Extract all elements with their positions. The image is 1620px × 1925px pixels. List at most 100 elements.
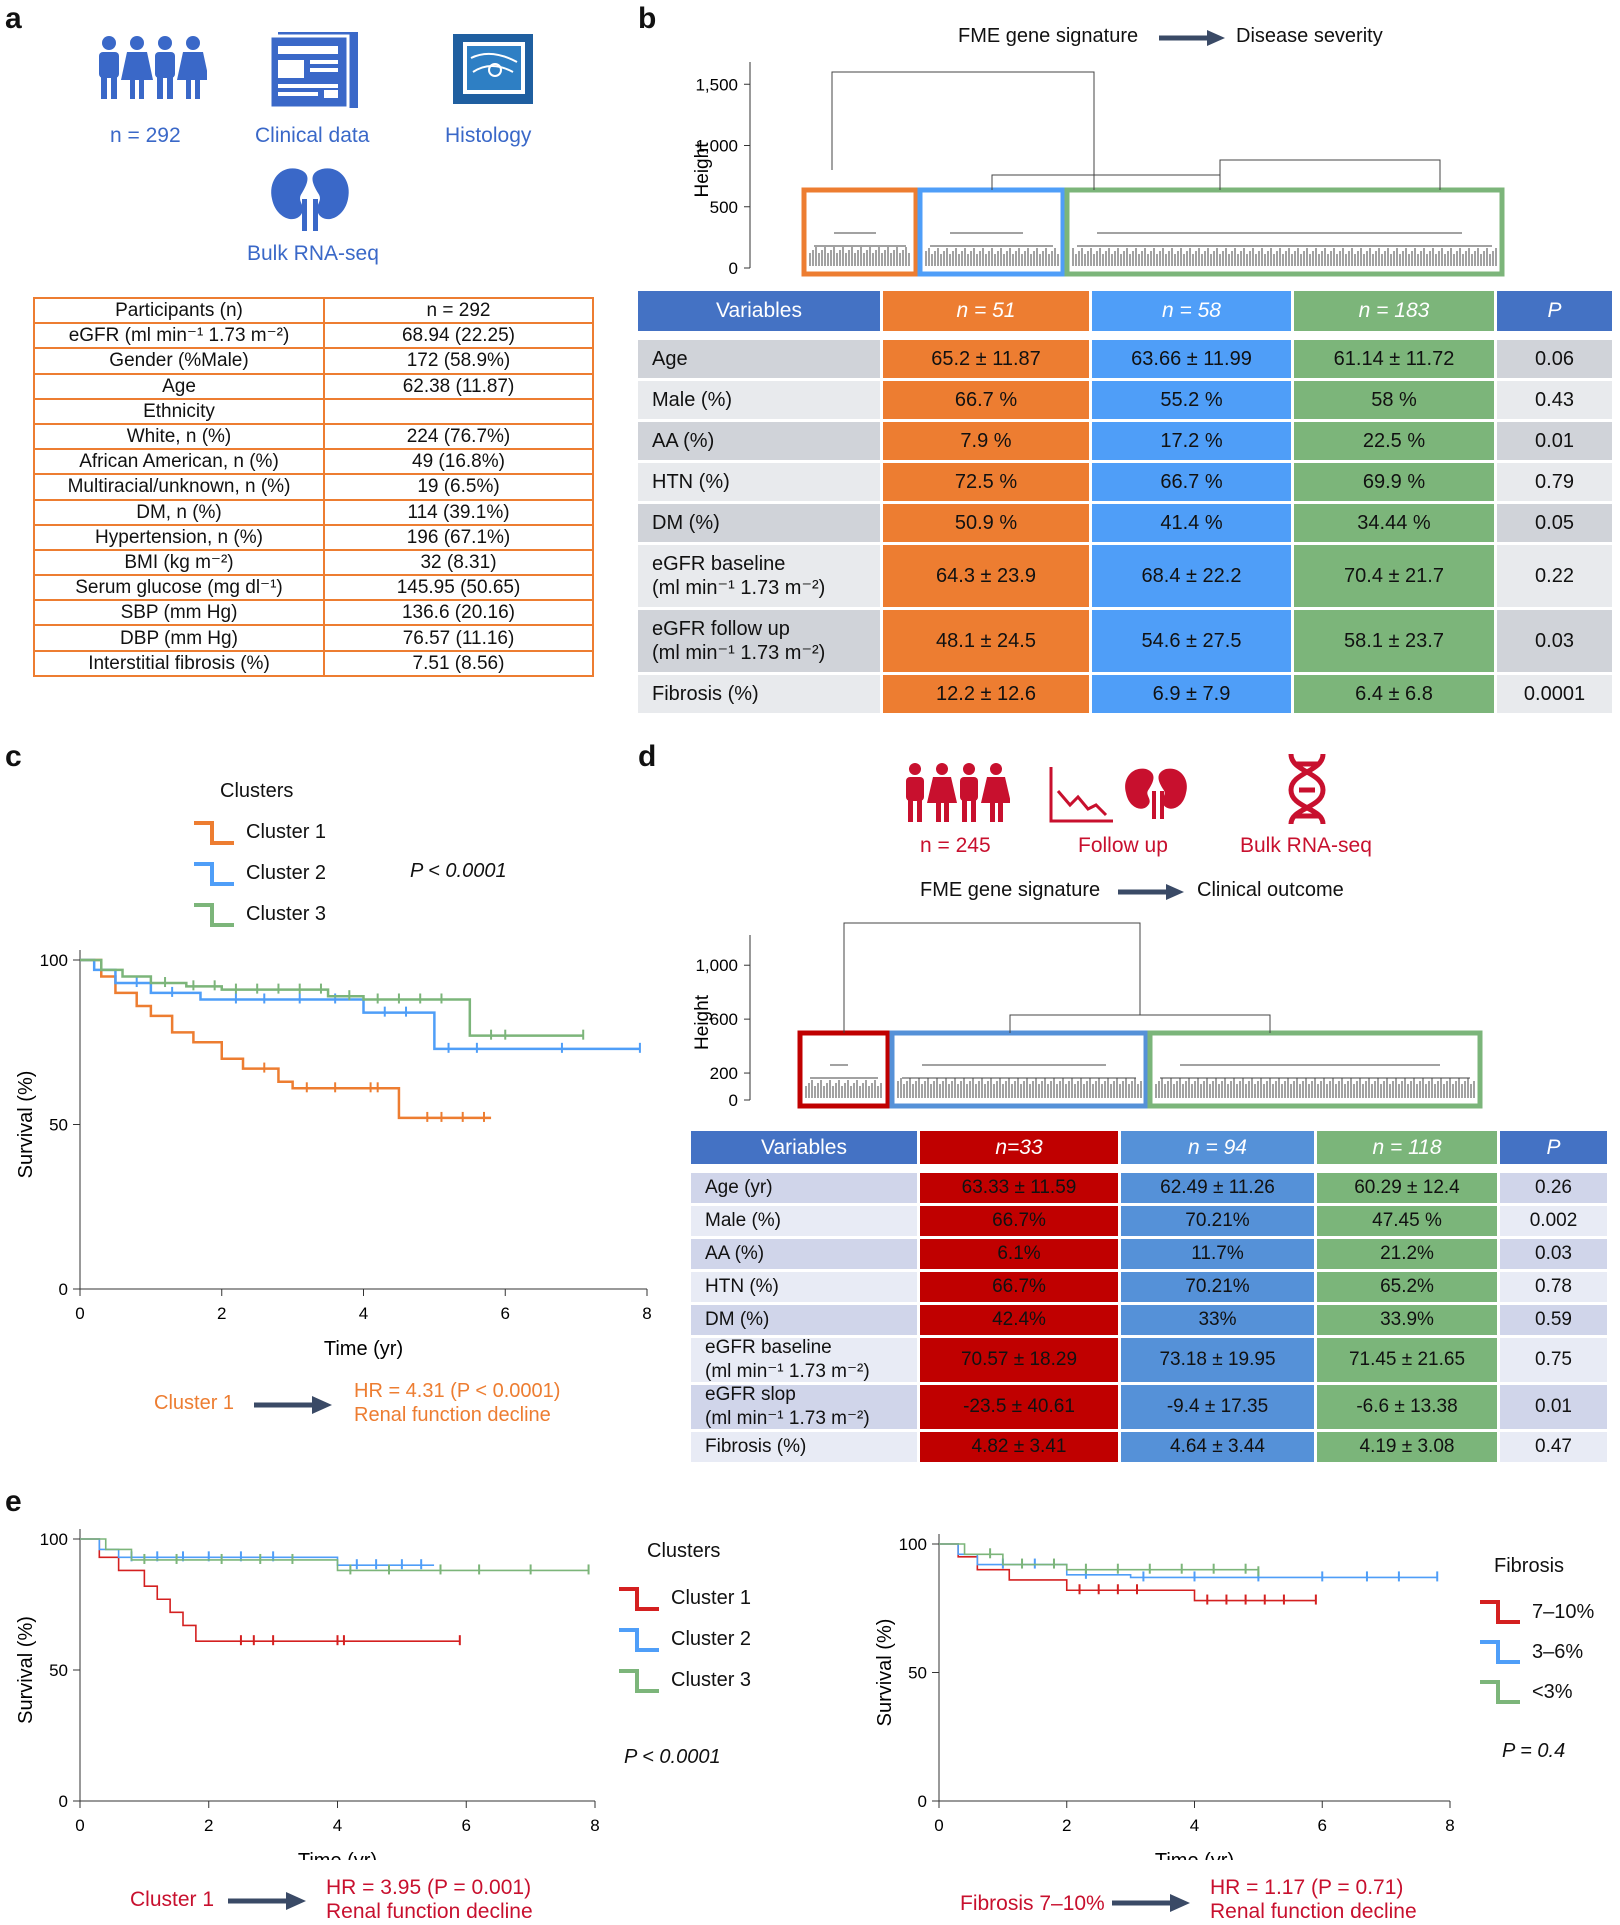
- variable-cell: eGFR baseline (ml min⁻¹ 1.73 m⁻²): [691, 1337, 917, 1382]
- value-cell: 136.6 (20.16): [323, 599, 594, 627]
- cluster-box: [1064, 187, 1505, 277]
- icon-label-followup: Follow up: [1078, 834, 1168, 857]
- table-row: Age 65.2 ± 11.87 63.66 ± 11.99 61.14 ± 11.7…: [638, 340, 1615, 378]
- table-row: Ethnicity: [33, 397, 594, 425]
- table-row: BMI (kg m⁻²) 32 (8.31): [33, 548, 594, 577]
- panel-label-a: a: [5, 2, 22, 35]
- value-cell: 0.79: [1497, 463, 1612, 501]
- cluster-box: [889, 1030, 1149, 1109]
- x-axis-label: Time (yr): [1155, 1850, 1234, 1860]
- outcome-title-d: Clinical outcome: [1197, 879, 1344, 901]
- header-cell: P: [1497, 291, 1612, 331]
- y-tick-label: 0: [729, 1091, 738, 1110]
- header-cell: n = 51: [883, 291, 1089, 331]
- table-row: Hypertension, n (%) 196 (67.1%): [33, 523, 594, 551]
- legend-step-icon: [619, 1668, 659, 1693]
- value-cell: 66.7 %: [1092, 463, 1291, 501]
- variable-cell: Ethnicity: [33, 397, 325, 425]
- table-row: Participants (n) n = 292: [33, 296, 594, 325]
- dna-icon: [1288, 753, 1326, 825]
- table-row: AA (%) 7.9 % 17.2 % 22.5 % 0.01: [638, 422, 1615, 460]
- value-cell: 58.1 ± 23.7: [1294, 610, 1494, 672]
- value-cell: 145.95 (50.65): [323, 574, 594, 602]
- value-cell: 33%: [1121, 1305, 1314, 1335]
- variable-name: eGFR slop: [705, 1384, 796, 1405]
- value-cell: 0.22: [1497, 545, 1612, 607]
- value-cell: 172 (58.9%): [323, 347, 594, 375]
- x-tick-label: 6: [1318, 1816, 1327, 1835]
- note-left-e-right: Fibrosis 7–10%: [960, 1892, 1105, 1915]
- arrow-icon: [228, 1892, 306, 1910]
- table-row: DM (%) 42.4% 33% 33.9% 0.59: [691, 1305, 1610, 1335]
- value-cell: 66.7 %: [883, 381, 1089, 419]
- value-cell: 0.26: [1500, 1173, 1607, 1203]
- arrow-icon: [1159, 30, 1225, 46]
- people-icon: [906, 763, 1010, 822]
- value-cell: 65.2%: [1317, 1272, 1497, 1302]
- value-cell: 73.18 ± 19.95: [1121, 1338, 1314, 1382]
- panel-label-c: c: [5, 740, 22, 773]
- legend-line: [194, 861, 234, 886]
- variable-name: Male (%): [705, 1210, 782, 1231]
- variable-name: eGFR baseline: [652, 553, 786, 575]
- value-cell: 0.06: [1497, 340, 1612, 378]
- value-cell: n = 292: [323, 296, 594, 325]
- variable-cell: DM (%): [691, 1305, 917, 1335]
- value-cell: 49 (16.8%): [323, 448, 594, 476]
- variable-unit: (ml min⁻¹ 1.73 m⁻²): [652, 577, 826, 599]
- value-cell: 11.7%: [1121, 1239, 1314, 1269]
- survival-curve: [80, 958, 584, 1037]
- y-axis-label: Height: [692, 994, 713, 1050]
- pvalue-c: P < 0.0001: [410, 860, 507, 882]
- follow-up-icon: [1049, 767, 1187, 823]
- value-cell: 64.3 ± 23.9: [883, 545, 1089, 607]
- value-cell: 42.4%: [920, 1305, 1118, 1335]
- table-row: DM (%) 50.9 % 41.4 % 34.44 % 0.05: [638, 504, 1615, 542]
- survival-curve: [80, 1538, 460, 1642]
- survival-curve: [80, 1538, 589, 1572]
- table-row: Male (%) 66.7% 70.21% 47.45 % 0.002: [691, 1206, 1610, 1236]
- hr-c: HR = 4.31 (P < 0.0001): [354, 1380, 561, 1402]
- legend-line: [1480, 1640, 1520, 1664]
- legend-line: [1480, 1680, 1520, 1704]
- table-row: eGFR follow up (ml min⁻¹ 1.73 m⁻²) 48.1 ± …: [638, 610, 1615, 672]
- value-cell: 0.01: [1500, 1385, 1607, 1429]
- value-cell: 60.29 ± 12.4: [1317, 1173, 1497, 1203]
- y-tick-label: 1,000: [695, 956, 738, 975]
- hr-e-right: HR = 1.17 (P = 0.71): [1210, 1876, 1404, 1899]
- x-tick-label: 4: [1190, 1816, 1199, 1835]
- legend-step-icon: [1480, 1600, 1520, 1624]
- legend-item: Cluster 1: [192, 812, 326, 853]
- table-row: Male (%) 66.7 % 55.2 % 58 % 0.43: [638, 381, 1615, 419]
- legend-label: 3–6%: [1532, 1640, 1584, 1663]
- panel-label-e: e: [5, 1485, 22, 1518]
- header-cell: n = 118: [1317, 1131, 1497, 1164]
- value-cell: 70.21%: [1121, 1272, 1314, 1302]
- dendrogram-branch: [843, 922, 1141, 1033]
- value-cell: 0.47: [1500, 1432, 1607, 1462]
- legend-step-icon: [194, 820, 234, 845]
- value-cell: 65.2 ± 11.87: [883, 340, 1089, 378]
- variable-cell: White, n (%): [33, 422, 325, 451]
- variable-label: eGFR slop (ml min⁻¹ 1.73 m⁻²): [705, 1383, 870, 1431]
- y-axis-label: Height: [692, 142, 713, 198]
- y-tick-label: 50: [49, 1661, 68, 1680]
- table-row: AA (%) 6.1% 11.7% 21.2% 0.03: [691, 1239, 1610, 1269]
- people-icon: [99, 36, 207, 99]
- value-cell: 4.19 ± 3.08: [1317, 1432, 1497, 1462]
- survival-curve: [939, 1543, 1260, 1573]
- header-cell: P: [1500, 1131, 1607, 1164]
- variable-name: AA (%): [705, 1243, 765, 1264]
- y-tick-label: 0: [59, 1280, 68, 1299]
- icon-label-rnaseq: Bulk RNA-seq: [247, 242, 379, 265]
- legend-step-icon: [194, 861, 234, 886]
- clinical-data-icon: [268, 32, 358, 110]
- variable-label: Age (yr): [705, 1176, 773, 1200]
- y-tick-label: 0: [59, 1792, 68, 1811]
- x-tick-label: 0: [934, 1816, 943, 1835]
- cluster-box: [801, 187, 919, 277]
- value-cell: 70.4 ± 21.7: [1294, 545, 1494, 607]
- legend-line: [1480, 1600, 1520, 1624]
- variable-cell: HTN (%): [638, 463, 880, 501]
- value-cell: 114 (39.1%): [323, 498, 594, 526]
